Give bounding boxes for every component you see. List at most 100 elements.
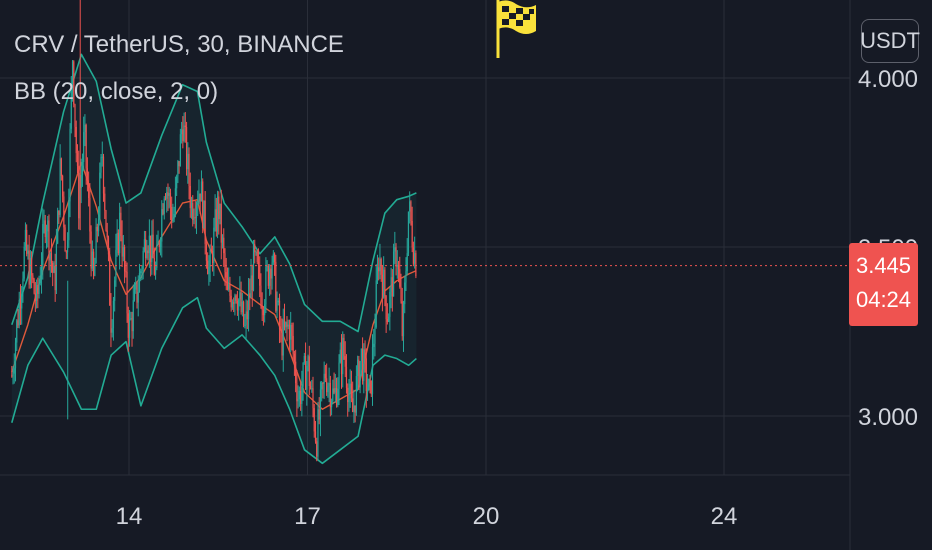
- candle-264: [338, 354, 340, 406]
- candle-body: [42, 224, 44, 266]
- candle-body: [283, 319, 286, 328]
- candle-body: [13, 368, 15, 374]
- candle-138: [182, 116, 184, 149]
- symbol-legend[interactable]: CRV / TetherUS, 30, BINANCE: [14, 31, 344, 58]
- candle-body: [231, 302, 234, 308]
- candle-7: [19, 284, 22, 325]
- candle-body: [314, 431, 317, 442]
- candle-body: [207, 260, 209, 274]
- candle-213: [275, 254, 277, 313]
- candle-150: [197, 190, 199, 216]
- candle-219: [282, 308, 284, 372]
- candle-29: [47, 216, 49, 248]
- candle-143: [188, 147, 190, 200]
- candle-body: [142, 250, 144, 270]
- candle-34: [53, 261, 55, 274]
- candle-33: [52, 260, 54, 287]
- candle-261: [334, 373, 336, 403]
- candle-317: [404, 275, 406, 314]
- candle-body: [40, 265, 43, 280]
- candle-body: [83, 132, 85, 162]
- candle-body: [214, 209, 216, 228]
- candle-86: [117, 229, 119, 256]
- candle-126: [167, 183, 169, 211]
- candle-41: [62, 174, 64, 203]
- candle-22: [38, 275, 40, 299]
- candle-255: [327, 382, 329, 398]
- candle-273: [349, 369, 351, 408]
- candle-131: [173, 206, 175, 223]
- candle-316: [402, 300, 405, 352]
- candle-46: [68, 188, 70, 248]
- candle-body: [339, 349, 341, 363]
- candle-body: [173, 213, 175, 219]
- candle-body: [35, 285, 38, 302]
- candle-112: [150, 235, 152, 277]
- candle-body: [127, 313, 129, 338]
- candle-body: [347, 387, 349, 403]
- candle-253: [324, 364, 326, 383]
- candle-body: [407, 211, 410, 254]
- candle-124: [164, 193, 167, 201]
- candle-225: [290, 311, 292, 353]
- candle-189: [245, 299, 247, 340]
- candle-body: [32, 275, 34, 280]
- candle-9: [22, 271, 24, 303]
- candle-8: [21, 286, 23, 325]
- candle-268: [343, 333, 345, 360]
- candle-156: [204, 191, 206, 255]
- candle-body: [119, 212, 121, 254]
- candle-103: [138, 263, 141, 293]
- candle-body: [183, 125, 185, 142]
- candle-170: [221, 234, 224, 249]
- candle-body: [404, 282, 406, 305]
- candle-202: [261, 292, 263, 321]
- candle-body: [240, 292, 242, 313]
- candle-57: [81, 153, 84, 187]
- candle-body: [167, 192, 169, 196]
- candle-93: [126, 262, 128, 323]
- candle-body: [394, 247, 396, 252]
- candle-body: [333, 388, 335, 393]
- candle-body: [371, 346, 374, 395]
- candle-body: [316, 441, 318, 457]
- candle-277: [354, 405, 356, 423]
- candle-body: [47, 220, 49, 232]
- candle-105: [141, 265, 143, 281]
- candle-315: [401, 287, 403, 341]
- candle-208: [269, 264, 271, 296]
- candle-body: [101, 156, 103, 158]
- candle-body: [192, 202, 194, 221]
- currency-unit-button[interactable]: USDT: [860, 19, 920, 63]
- candle-body: [250, 275, 252, 298]
- candle-body: [52, 262, 54, 273]
- candle-68: [95, 218, 97, 264]
- candle-body: [109, 254, 111, 306]
- candle-body: [94, 263, 96, 276]
- candle-body: [262, 309, 265, 316]
- candle-body: [130, 318, 132, 320]
- candle-326: [415, 250, 417, 279]
- candle-154: [202, 178, 204, 234]
- candle-247: [317, 401, 319, 460]
- candle-25: [42, 208, 44, 280]
- candle-134: [177, 159, 179, 184]
- candle-body: [71, 61, 74, 87]
- candle-body: [343, 337, 345, 357]
- indicator-legend[interactable]: BB (20, close, 2, 0): [14, 78, 219, 105]
- candle-body: [405, 271, 407, 283]
- candle-body: [350, 383, 353, 399]
- candle-body: [95, 226, 97, 264]
- candle-body: [188, 153, 190, 186]
- candle-body: [281, 330, 283, 356]
- candle-114: [152, 219, 154, 259]
- candle-270: [345, 354, 348, 394]
- candle-body: [318, 409, 320, 420]
- checkered-flag-icon[interactable]: [494, 0, 542, 60]
- candle-body: [12, 373, 14, 376]
- candle-body: [353, 405, 355, 412]
- candle-76: [105, 209, 107, 232]
- candle-117: [156, 234, 158, 271]
